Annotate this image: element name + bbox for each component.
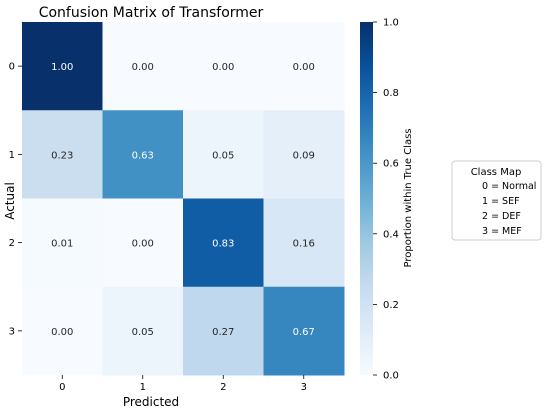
- cell-value-label: 0.83: [212, 239, 234, 250]
- colorbar-ticks: 0.0 0.2 0.4 0.6 0.8 1.0: [373, 18, 399, 382]
- colorbar-tick-label: 0.4: [383, 229, 399, 240]
- legend-box: [451, 160, 542, 241]
- y-tick-label: 2: [9, 238, 15, 249]
- colorbar-tick-label: 1.0: [383, 18, 399, 29]
- cell-value-label: 0.00: [293, 62, 315, 73]
- heatmap-cell: [263, 198, 345, 288]
- colorbar-tick-label: 0.2: [383, 300, 399, 311]
- cell-value-label: 0.05: [212, 150, 234, 161]
- cell-value-label: 0.05: [132, 327, 154, 338]
- heatmap-cell: [263, 286, 345, 376]
- y-tick-label: 1: [9, 150, 15, 161]
- heatmap-cell: [183, 22, 264, 111]
- x-tick-label: 2: [220, 382, 226, 393]
- y-tick-label: 3: [9, 326, 15, 337]
- legend-entry: 3 = MEF: [482, 226, 522, 237]
- cell-value-label: 0.63: [132, 150, 154, 161]
- cell-value-label: 0.00: [212, 62, 234, 73]
- x-tick-label: 0: [59, 382, 65, 393]
- cell-value-label: 0.00: [132, 62, 154, 73]
- heatmap-cells: [22, 22, 345, 376]
- x-axis-label: Predicted: [123, 395, 179, 409]
- class-map-legend: Class Map 0 = Normal 1 = SEF 2 = DEF 3 = ME…: [451, 160, 542, 241]
- heatmap-cell: [22, 110, 103, 199]
- x-tick-label: 1: [140, 382, 146, 393]
- heatmap-value-labels: 1.00 0.00 0.00 0.00 0.23 0.63 0.05 0.09 0.01 0.00…: [51, 62, 315, 338]
- legend-entries: 0 = Normal 1 = SEF 2 = DEF 3 = MEF: [482, 181, 536, 237]
- y-axis-ticks: 0 1 2 3: [9, 62, 22, 337]
- heatmap-cell: [183, 198, 264, 288]
- cell-value-label: 0.16: [293, 239, 315, 250]
- cell-value-label: 0.67: [293, 327, 315, 338]
- cell-value-label: 0.27: [212, 327, 234, 338]
- legend-entry: 0 = Normal: [482, 181, 536, 192]
- heatmap-cell: [263, 22, 345, 111]
- heatmap-cell: [22, 198, 103, 288]
- heatmap-cell: [102, 110, 184, 199]
- heatmap-cell: [102, 286, 184, 376]
- heatmap-cell: [22, 286, 103, 376]
- colorbar-tick-label: 0.8: [383, 88, 399, 99]
- x-tick-label: 3: [301, 382, 307, 393]
- x-axis-ticks: 0 1 2 3: [59, 375, 307, 393]
- colorbar-tick-label: 0.6: [383, 159, 399, 170]
- heatmap-cell: [183, 286, 264, 376]
- heatmap-cell: [102, 198, 184, 288]
- chart-title: Confusion Matrix of Transformer: [39, 5, 264, 21]
- cell-value-label: 0.00: [51, 327, 73, 338]
- cell-value-label: 0.00: [132, 239, 154, 250]
- legend-entry: 1 = SEF: [482, 196, 520, 207]
- legend-entry: 2 = DEF: [482, 211, 521, 222]
- heatmap-cell: [263, 110, 345, 199]
- y-tick-label: 0: [9, 62, 15, 73]
- cell-value-label: 0.01: [51, 239, 73, 250]
- heatmap-cell: [183, 110, 264, 199]
- cell-value-label: 0.09: [293, 150, 315, 161]
- cell-value-label: 1.00: [51, 62, 73, 73]
- legend-title: Class Map: [471, 167, 522, 178]
- y-axis-label: Actual: [3, 182, 17, 220]
- colorbar: [360, 22, 373, 375]
- heatmap-cell: [102, 22, 184, 111]
- heatmap-cell: [22, 22, 103, 111]
- cell-value-label: 0.23: [51, 150, 73, 161]
- colorbar-label: Proportion within True Class: [403, 128, 414, 267]
- colorbar-tick-label: 0.0: [383, 371, 399, 382]
